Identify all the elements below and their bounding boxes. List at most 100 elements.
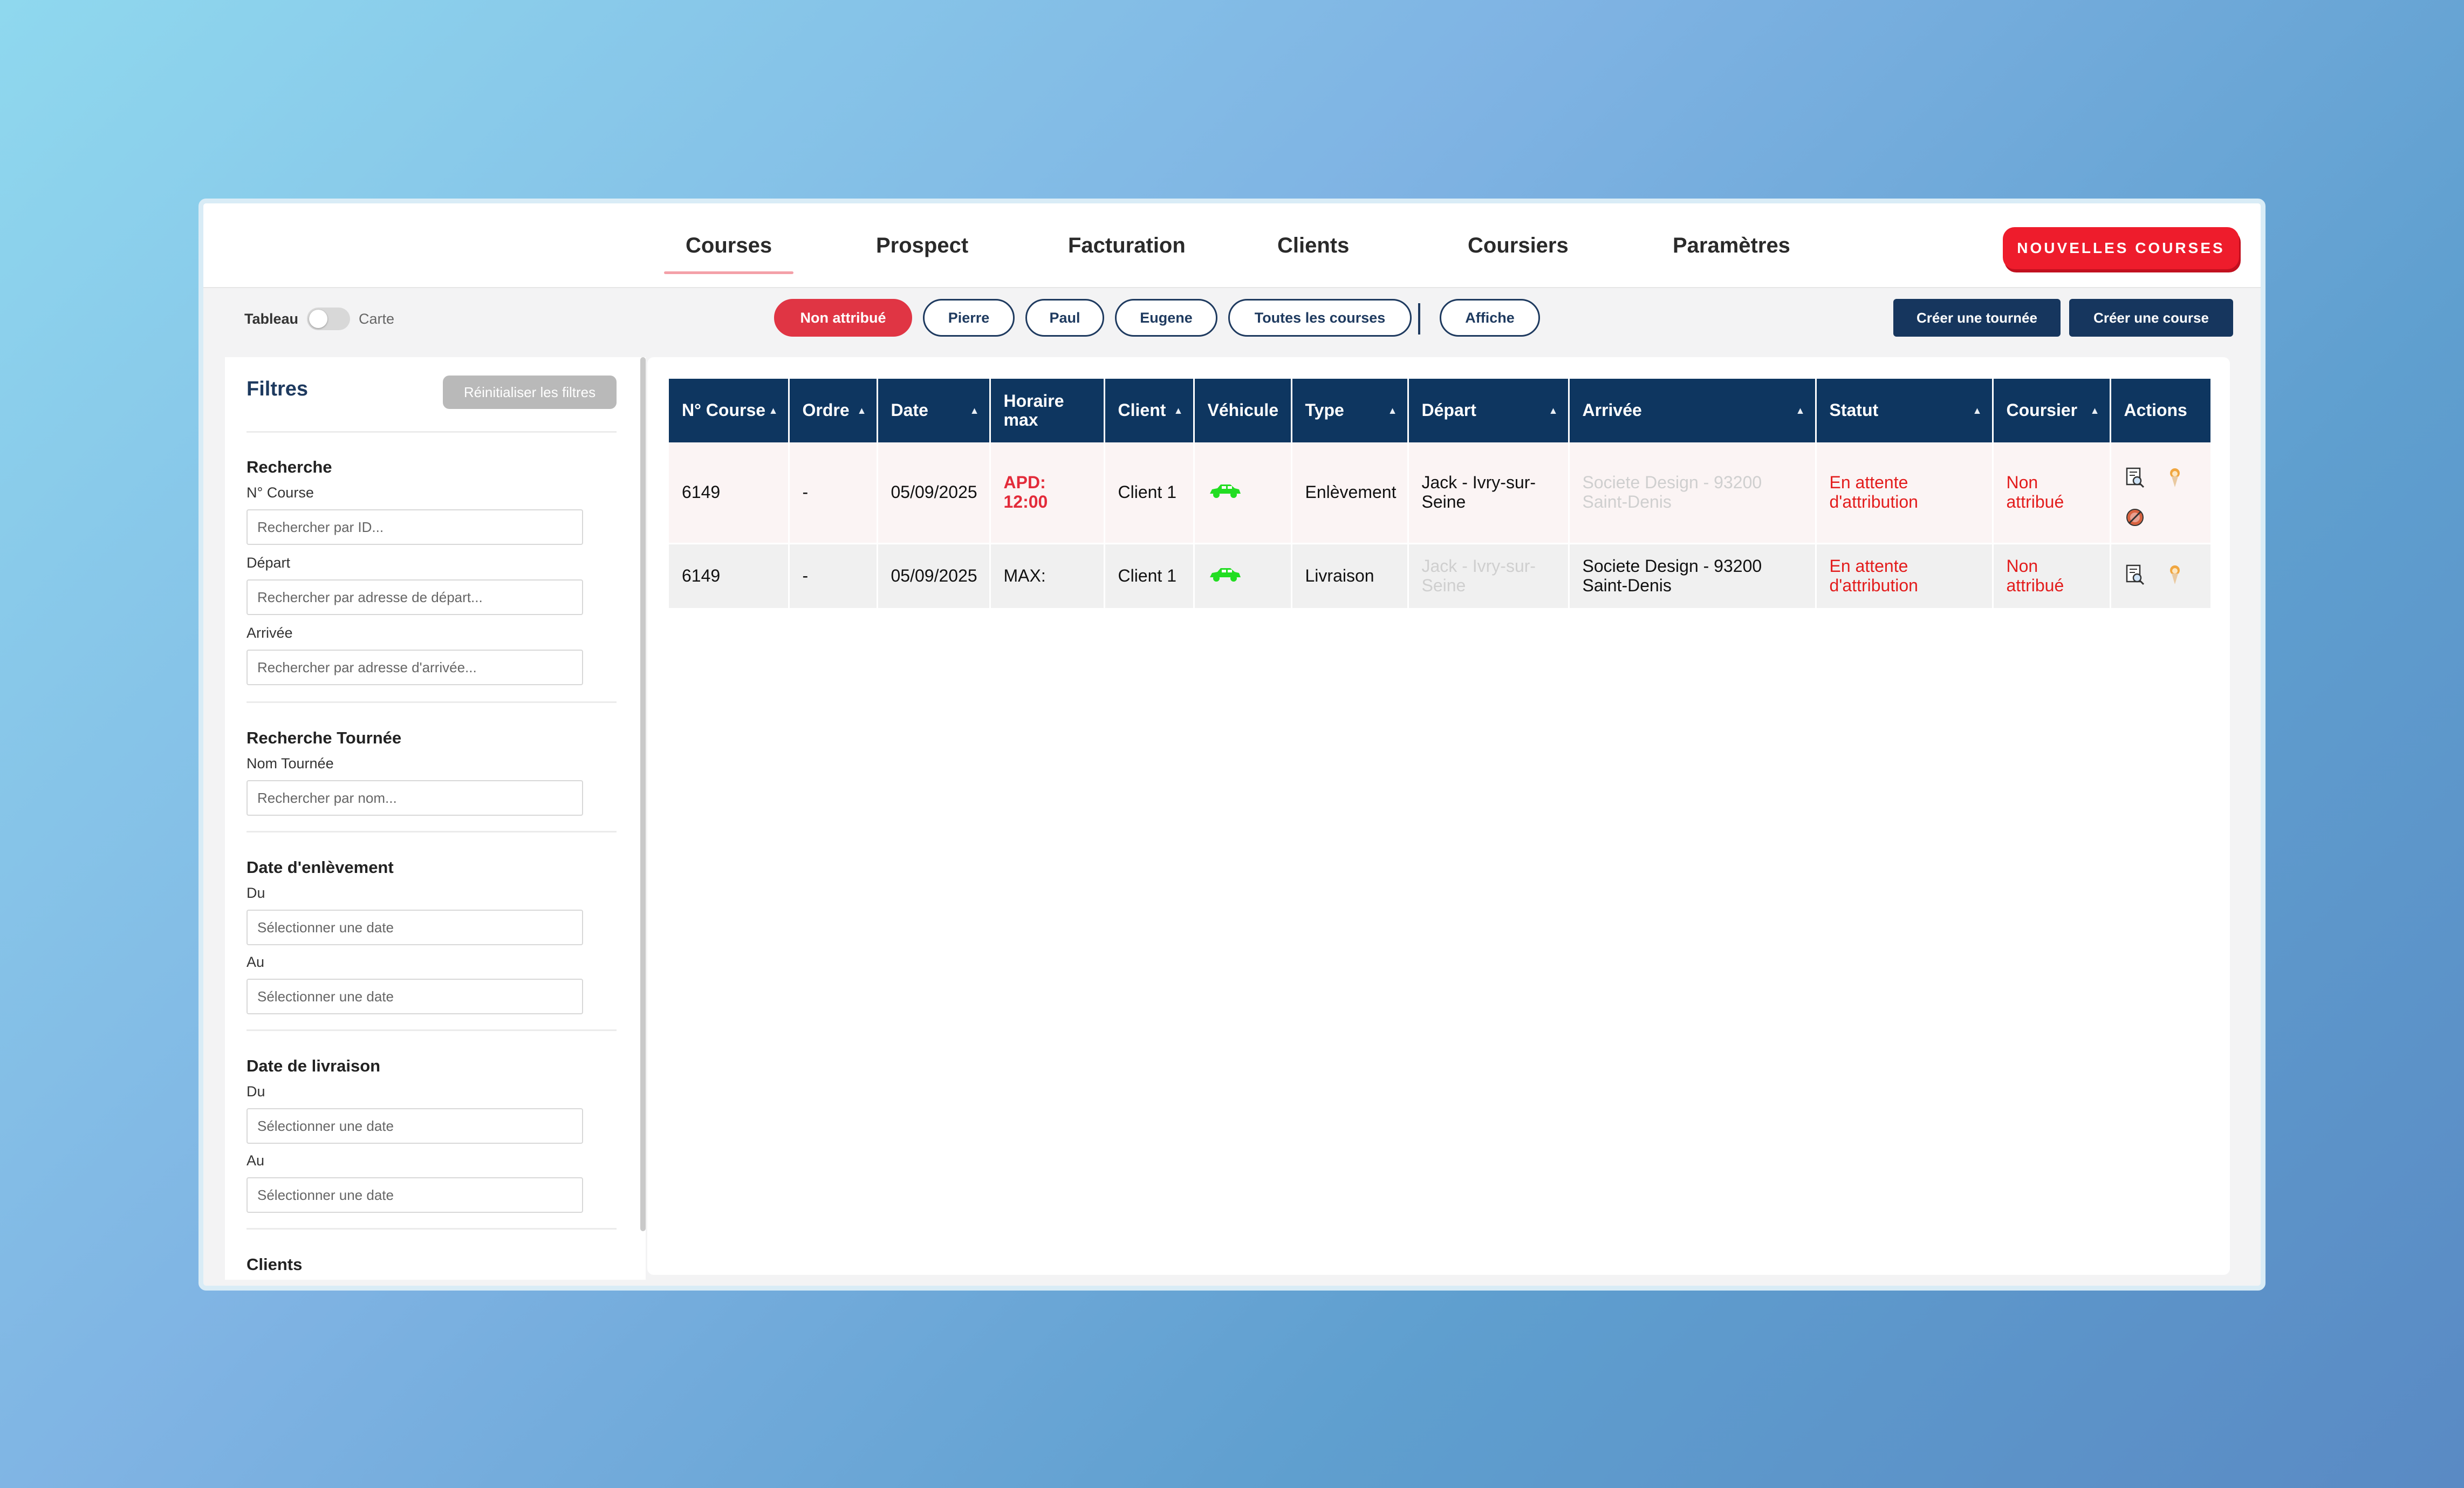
car-icon <box>1209 568 1241 582</box>
new-courses-button[interactable]: NOUVELLES COURSES <box>2003 227 2239 269</box>
create-tour-button[interactable]: Créer une tournée <box>1893 299 2061 337</box>
depart-input[interactable] <box>247 579 583 615</box>
assign-courier-icon[interactable] <box>2164 564 2186 585</box>
delivery-date-title: Date de livraison <box>247 1056 381 1075</box>
delivery-to-label: Au <box>247 1152 265 1169</box>
toolbar: Tableau Carte Non attribué Pierre Paul E… <box>203 287 2261 357</box>
divider <box>247 1228 617 1230</box>
col-header-arrivee[interactable]: Arrivée ▲ <box>1569 379 1817 442</box>
col-header-client[interactable]: Client ▲ <box>1104 379 1195 442</box>
sort-arrow-icon[interactable]: ▲ <box>969 405 980 416</box>
col-header-label: Statut <box>1829 400 1879 420</box>
tour-section-title: Recherche Tournée <box>247 728 402 747</box>
filter-pill-all-courses[interactable]: Toutes les courses <box>1228 299 1412 337</box>
cell-statut: En attente d'attribution <box>1816 543 1994 608</box>
course-number-input[interactable] <box>247 509 583 545</box>
cell-coursier: Non attribué <box>1993 543 2111 608</box>
tab-facturation[interactable]: Facturation <box>1068 234 1186 257</box>
divider <box>247 831 617 832</box>
col-header-ordre[interactable]: Ordre ▲ <box>789 379 878 442</box>
depart-label: Départ <box>247 555 291 571</box>
cell-date: 05/09/2025 <box>877 543 991 608</box>
cell-type: Livraison <box>1291 543 1409 608</box>
col-header-depart[interactable]: Départ ▲ <box>1408 379 1570 442</box>
view-toggle: Tableau Carte <box>244 308 394 330</box>
pickup-to-label: Au <box>247 954 265 970</box>
table-row[interactable]: 6149 - 05/09/2025 APD: 12:00 Client 1 En… <box>669 442 2210 544</box>
cell-vehicule <box>1194 442 1292 544</box>
tour-name-input[interactable] <box>247 780 583 816</box>
search-section-title: Recherche <box>247 458 332 476</box>
cell-date: 05/09/2025 <box>877 442 991 544</box>
pickup-to-date-input[interactable] <box>247 979 583 1014</box>
delivery-to-date-input[interactable] <box>247 1177 583 1213</box>
delivery-from-label: Du <box>247 1083 265 1100</box>
col-header-date[interactable]: Date ▲ <box>877 379 991 442</box>
assign-courier-icon[interactable] <box>2164 467 2186 488</box>
col-header-coursier[interactable]: Coursier ▲ <box>1993 379 2111 442</box>
col-header-label: Véhicule <box>1207 400 1279 420</box>
sort-arrow-icon[interactable]: ▲ <box>1548 405 1558 416</box>
divider <box>247 431 617 433</box>
cell-ordre: - <box>789 442 878 544</box>
cell-client: Client 1 <box>1104 442 1195 544</box>
col-header-type[interactable]: Type ▲ <box>1291 379 1409 442</box>
cell-coursier: Non attribué <box>1993 442 2111 544</box>
col-header-label: Type <box>1305 400 1344 420</box>
cancel-icon[interactable] <box>2124 507 2146 528</box>
create-course-button[interactable]: Créer une course <box>2069 299 2233 337</box>
tab-prospect[interactable]: Prospect <box>876 234 969 257</box>
cell-horaire: MAX: <box>990 543 1105 608</box>
toggle-knob <box>309 310 328 328</box>
cell-actions <box>2110 442 2210 544</box>
sort-arrow-icon[interactable]: ▲ <box>1387 405 1398 416</box>
arrivee-label: Arrivée <box>247 625 293 641</box>
actions-group <box>2124 563 2198 590</box>
pickup-from-date-input[interactable] <box>247 910 583 945</box>
sort-arrow-icon[interactable]: ▲ <box>857 405 867 416</box>
view-details-icon[interactable] <box>2124 467 2146 488</box>
cell-course: 6149 <box>669 442 790 544</box>
col-header-horaire: Horaire max <box>990 379 1105 442</box>
cell-client: Client 1 <box>1104 543 1195 608</box>
view-details-icon[interactable] <box>2124 564 2146 585</box>
col-header-course[interactable]: N° Course ▲ <box>669 379 790 442</box>
pickup-date-title: Date d'enlèvement <box>247 858 394 877</box>
sort-arrow-icon[interactable]: ▲ <box>768 405 778 416</box>
view-toggle-map-label: Carte <box>359 310 395 327</box>
sort-arrow-icon[interactable]: ▲ <box>2090 405 2100 416</box>
filter-pill-non-attribue[interactable]: Non attribué <box>774 299 912 337</box>
view-toggle-switch[interactable] <box>307 308 351 330</box>
filter-pill-paul[interactable]: Paul <box>1025 299 1104 337</box>
sort-arrow-icon[interactable]: ▲ <box>1972 405 1982 416</box>
col-header-label: Horaire max <box>1003 391 1064 429</box>
arrivee-input[interactable] <box>247 650 583 685</box>
sidebar-scrollbar[interactable] <box>640 357 646 1231</box>
filter-pill-affiche[interactable]: Affiche <box>1440 299 1540 337</box>
delivery-from-date-input[interactable] <box>247 1108 583 1144</box>
sort-arrow-icon[interactable]: ▲ <box>1173 405 1183 416</box>
cell-horaire: APD: 12:00 <box>990 442 1105 544</box>
filters-sidebar: Filtres Réinitialiser les filtres Recher… <box>225 357 646 1280</box>
col-header-label: Arrivée <box>1582 400 1642 420</box>
cell-actions <box>2110 543 2210 608</box>
filter-pill-eugene[interactable]: Eugene <box>1115 299 1217 337</box>
table-row[interactable]: 6149 - 05/09/2025 MAX: Client 1 Livraiso… <box>669 543 2210 608</box>
tab-parametres[interactable]: Paramètres <box>1673 234 1790 257</box>
actions-group <box>2124 460 2198 528</box>
filter-pill-pierre[interactable]: Pierre <box>923 299 1015 337</box>
col-header-vehicule: Véhicule <box>1194 379 1292 442</box>
col-header-label: Ordre <box>802 400 850 420</box>
col-header-statut[interactable]: Statut ▲ <box>1816 379 1994 442</box>
clients-section-title: Clients <box>247 1255 303 1274</box>
reset-filters-button[interactable]: Réinitialiser les filtres <box>443 376 617 409</box>
col-header-actions: Actions <box>2110 379 2210 442</box>
cell-vehicule <box>1194 543 1292 608</box>
tab-clients[interactable]: Clients <box>1277 234 1350 257</box>
cell-depart: Jack - Ivry-sur-Seine <box>1408 442 1570 544</box>
cell-arrivee: Societe Design - 93200 Saint-Denis <box>1569 543 1817 608</box>
tab-coursiers[interactable]: Coursiers <box>1468 234 1569 257</box>
sort-arrow-icon[interactable]: ▲ <box>1795 405 1805 416</box>
pickup-from-label: Du <box>247 885 265 901</box>
tab-courses[interactable]: Courses <box>663 234 794 274</box>
